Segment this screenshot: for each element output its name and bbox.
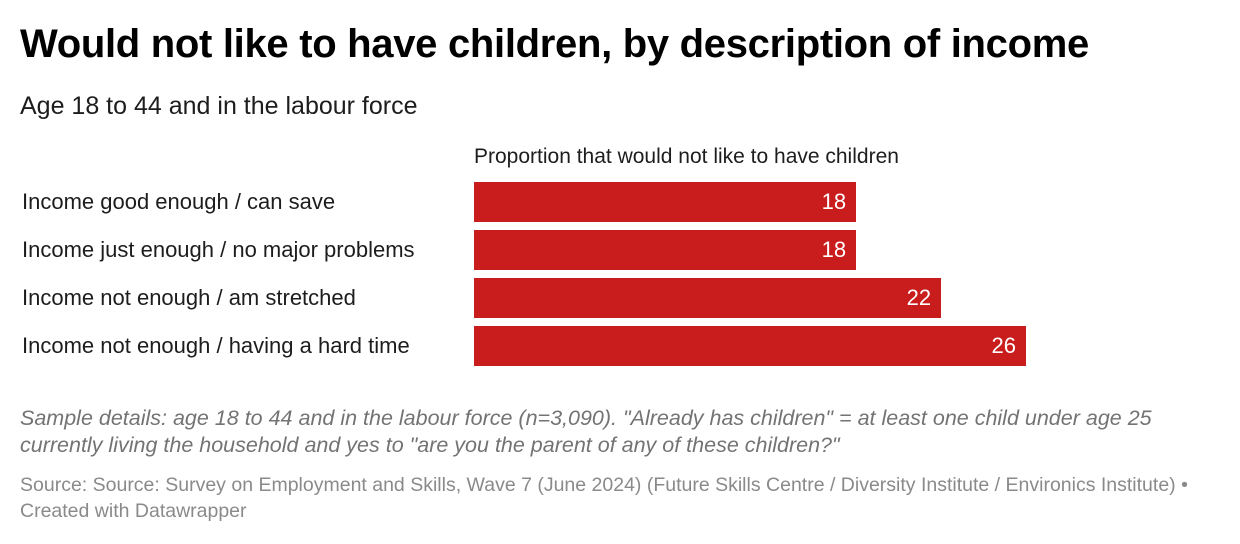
bar-value-label: 18 bbox=[821, 189, 847, 214]
row-label: Income good enough / can save bbox=[22, 189, 336, 214]
row-label: Income not enough / am stretched bbox=[22, 285, 356, 310]
chart-title: Would not like to have children, by desc… bbox=[20, 22, 1089, 66]
bar-value-label: 22 bbox=[906, 285, 932, 310]
column-header: Proportion that would not like to have c… bbox=[474, 145, 899, 168]
bar: 18 bbox=[474, 182, 857, 222]
bar: 22 bbox=[474, 278, 942, 318]
chart-subtitle: Age 18 to 44 and in the labour force bbox=[20, 92, 418, 120]
row-label: Income not enough / having a hard time bbox=[22, 333, 410, 358]
row-label: Income just enough / no major problems bbox=[22, 237, 415, 262]
bar: 18 bbox=[474, 230, 857, 270]
bar-value-label: 18 bbox=[821, 237, 847, 262]
sample-notes: Sample details: age 18 to 44 and in the … bbox=[20, 406, 1152, 457]
bar: 26 bbox=[474, 326, 1026, 366]
source-credit: Source: Source: Survey on Employment and… bbox=[20, 474, 1188, 522]
bar-value-label: 26 bbox=[991, 333, 1016, 358]
